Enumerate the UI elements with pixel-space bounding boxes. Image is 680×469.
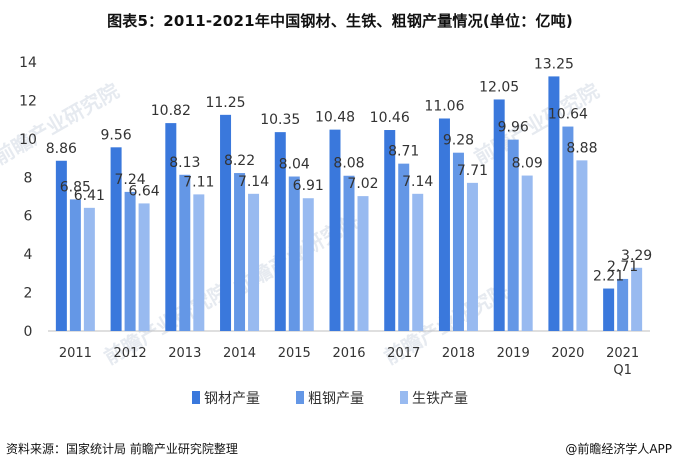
data-label: 6.64 — [129, 183, 160, 199]
bar-生铁产量 — [357, 196, 369, 331]
y-tick-label: 14 — [19, 55, 37, 71]
bar-钢材产量 — [220, 114, 232, 331]
bar-生铁产量 — [248, 193, 260, 331]
data-label: 10.46 — [370, 110, 410, 126]
data-label: 13.25 — [534, 56, 574, 72]
bar-钢材产量 — [165, 123, 177, 331]
bar-钢材产量 — [548, 76, 560, 332]
bar-粗钢产量 — [398, 163, 410, 331]
data-label: 10.48 — [315, 110, 355, 126]
bar-钢材产量 — [438, 118, 450, 332]
bar-生铁产量 — [193, 194, 205, 331]
bar-生铁产量 — [576, 160, 588, 331]
x-tick-label: 2011 — [59, 346, 92, 361]
bar-钢材产量 — [329, 129, 341, 331]
data-labels: 8.86 9.56 10.82 11.25 10.35 10.48 10.46 11.06 12… — [46, 56, 652, 284]
data-label: 7.71 — [457, 163, 488, 179]
data-label: 7.24 — [115, 172, 146, 188]
data-label: 8.86 — [46, 141, 77, 157]
data-label: 12.05 — [479, 79, 519, 95]
y-tick-label: 2 — [24, 286, 33, 302]
source-note: 资料来源：国家统计局 前瞻产业研究院整理 — [6, 442, 238, 456]
data-label: 9.56 — [101, 127, 132, 143]
x-tick-label: 2012 — [114, 346, 147, 361]
bar-生铁产量 — [138, 203, 150, 331]
bar-生铁产量 — [302, 198, 314, 331]
bar-钢材产量 — [384, 130, 396, 331]
bar-粗钢产量 — [69, 199, 81, 331]
x-tick-label: 2015 — [278, 346, 311, 361]
x-tick-label: 2016 — [332, 346, 365, 361]
data-label: 8.71 — [388, 144, 419, 160]
data-label: 8.09 — [512, 156, 543, 172]
y-tick-label: 6 — [24, 209, 33, 225]
data-label: 7.02 — [347, 176, 378, 192]
bar-粗钢产量 — [507, 139, 519, 331]
bar-钢材产量 — [55, 160, 67, 331]
data-label: 7.14 — [238, 174, 269, 190]
data-label: 6.91 — [293, 178, 324, 194]
x-tick-label: 2019 — [497, 346, 530, 361]
data-label: 10.35 — [260, 112, 300, 128]
bar-粗钢产量 — [617, 278, 629, 331]
x-tick-label: 2020 — [551, 346, 584, 361]
data-label: 3.29 — [621, 248, 652, 264]
bar-生铁产量 — [466, 182, 478, 331]
bar-生铁产量 — [631, 267, 643, 331]
data-label: 9.96 — [498, 120, 529, 136]
bar-钢材产量 — [603, 288, 615, 331]
bar-粗钢产量 — [288, 176, 300, 331]
bar-粗钢产量 — [452, 152, 464, 331]
brand-footer: @前瞻经济学人APP — [565, 442, 672, 456]
x-tick-sublabel: Q1 — [613, 363, 632, 378]
data-label: 2.21 — [593, 269, 624, 285]
y-tick-label: 8 — [24, 170, 33, 186]
bars — [55, 76, 643, 332]
x-tick-label: 2021 — [606, 346, 639, 361]
x-tick-label: 2014 — [223, 346, 256, 361]
x-tick-label: 2013 — [168, 346, 201, 361]
data-label: 7.11 — [183, 174, 214, 190]
legend: 钢材产量 粗钢产量 生铁产量 — [192, 391, 468, 407]
bar-钢材产量 — [274, 132, 286, 331]
legend-label: 粗钢产量 — [308, 391, 364, 407]
data-label: 8.88 — [566, 140, 597, 156]
data-label: 6.41 — [74, 188, 105, 204]
y-tick-label: 10 — [19, 132, 37, 148]
bar-粗钢产量 — [234, 173, 246, 331]
data-label: 10.82 — [151, 103, 191, 119]
bar-生铁产量 — [521, 175, 533, 331]
bar-粗钢产量 — [179, 174, 191, 331]
y-tick-label: 12 — [19, 93, 37, 109]
y-tick-label: 4 — [24, 247, 33, 263]
bar-粗钢产量 — [124, 191, 136, 331]
data-label: 6.85 — [60, 179, 91, 195]
chart-title: 图表5：2011-2021年中国钢材、生铁、粗钢产量情况(单位：亿吨) — [107, 12, 573, 30]
data-label: 11.06 — [424, 98, 464, 114]
legend-swatch — [400, 391, 408, 404]
data-label: 2.71 — [607, 259, 638, 275]
bar-钢材产量 — [493, 99, 505, 331]
data-label: 10.64 — [548, 107, 588, 123]
legend-swatch — [192, 391, 200, 404]
data-label: 9.28 — [443, 133, 474, 149]
data-label: 8.04 — [279, 157, 310, 173]
data-label: 8.13 — [169, 155, 200, 171]
bar-粗钢产量 — [562, 126, 574, 331]
bar-钢材产量 — [110, 147, 122, 331]
data-label: 7.14 — [402, 174, 433, 190]
bar-生铁产量 — [412, 193, 424, 331]
bar-生铁产量 — [83, 207, 95, 331]
legend-label: 生铁产量 — [412, 391, 468, 407]
bar-粗钢产量 — [343, 175, 355, 331]
y-tick-label: 0 — [24, 324, 33, 340]
legend-label: 钢材产量 — [204, 391, 260, 407]
data-label: 8.22 — [224, 153, 255, 169]
x-tick-label: 2018 — [442, 346, 475, 361]
data-label: 8.08 — [333, 156, 364, 172]
x-tick-label: 2017 — [387, 346, 420, 361]
data-label: 11.25 — [205, 95, 245, 111]
legend-swatch — [296, 391, 304, 404]
